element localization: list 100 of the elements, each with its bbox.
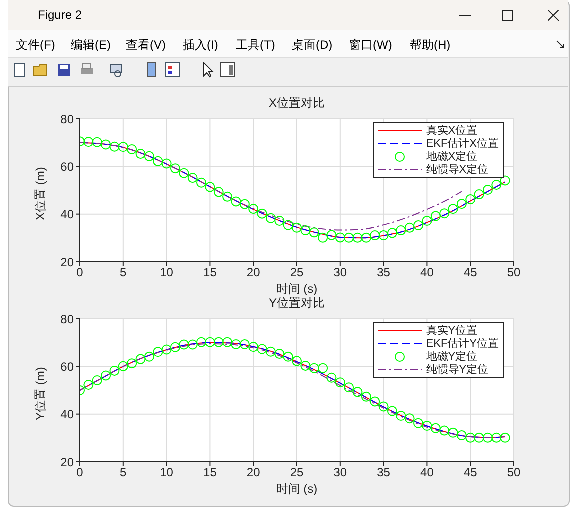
point — [492, 180, 502, 190]
point — [196, 337, 207, 348]
y-axis-title: X位置 (m) — [33, 167, 48, 220]
point — [274, 216, 285, 226]
point — [170, 164, 180, 174]
point — [110, 366, 120, 376]
x-tick-label: 0 — [76, 466, 84, 480]
text: 桌面(D) — [292, 37, 333, 54]
point — [257, 208, 268, 219]
point — [110, 142, 120, 152]
point — [188, 340, 198, 350]
point — [144, 352, 154, 362]
point — [387, 406, 398, 416]
point — [179, 168, 190, 178]
point — [248, 204, 259, 214]
point — [422, 421, 432, 432]
point — [378, 230, 389, 241]
point — [118, 361, 128, 372]
point — [474, 432, 484, 443]
x-tick-label: 10 — [160, 266, 174, 280]
x-tick-label: 45 — [464, 466, 478, 480]
point — [153, 347, 164, 358]
x-tick-label: 20 — [246, 266, 261, 280]
point — [153, 156, 164, 166]
point — [456, 430, 467, 441]
point — [162, 158, 172, 169]
x-tick-label: 15 — [204, 266, 218, 280]
point — [214, 187, 224, 198]
point — [205, 182, 216, 192]
x-tick-label: 0 — [76, 266, 84, 280]
point — [414, 418, 424, 428]
point — [248, 342, 259, 352]
point — [84, 380, 94, 390]
point — [266, 213, 276, 224]
point — [352, 232, 363, 243]
point — [118, 142, 128, 152]
point — [283, 220, 294, 230]
point — [101, 140, 112, 150]
legend-label: 地磁X定位 — [426, 150, 478, 164]
legend-label: 纯惯导Y定位 — [426, 362, 489, 377]
point — [414, 220, 424, 231]
legend-label: EKF估计X位置 — [426, 137, 499, 150]
point — [448, 204, 458, 214]
point — [361, 232, 372, 243]
point — [440, 426, 450, 436]
point — [318, 232, 328, 243]
x-tick-label: 15 — [204, 466, 218, 480]
point — [127, 358, 138, 369]
point — [500, 176, 510, 186]
point — [136, 149, 146, 160]
point — [292, 356, 302, 366]
point — [214, 337, 224, 348]
x-tick-label: 20 — [246, 466, 261, 480]
text: Figure 2 — [38, 8, 82, 22]
point — [222, 192, 233, 202]
point — [500, 432, 510, 443]
point — [127, 144, 138, 155]
y-tick-label: 40 — [60, 208, 74, 222]
text: 帮助(H) — [410, 37, 451, 54]
point — [318, 363, 328, 374]
point — [404, 222, 415, 233]
x-tick-label: 25 — [290, 466, 304, 480]
x-tick-label: 40 — [420, 466, 434, 480]
point — [240, 199, 250, 210]
point — [266, 346, 276, 357]
point — [101, 370, 112, 381]
point — [404, 414, 415, 424]
point — [352, 387, 363, 398]
point — [466, 194, 476, 205]
point — [466, 432, 476, 443]
point — [448, 428, 458, 438]
legend-label: 真实Y位置 — [426, 324, 478, 338]
x-axis-title: 时间 (s) — [276, 482, 318, 496]
point — [205, 337, 216, 348]
point — [396, 226, 406, 236]
point — [335, 378, 346, 388]
point — [196, 178, 207, 188]
x-tick-label: 50 — [507, 466, 521, 480]
point — [361, 392, 372, 402]
point — [422, 216, 432, 226]
y-tick-label: 60 — [60, 160, 74, 174]
x-tick-label: 30 — [334, 266, 348, 280]
point — [179, 340, 190, 350]
point — [482, 185, 493, 196]
point — [170, 342, 180, 352]
y-tick-label: 20 — [60, 255, 74, 270]
point — [231, 340, 242, 350]
chart-title: X位置对比 — [268, 95, 326, 112]
point — [231, 196, 242, 207]
point — [326, 230, 337, 240]
point — [92, 137, 102, 148]
point — [396, 411, 406, 421]
point — [378, 402, 389, 412]
y-tick-label: 40 — [60, 408, 74, 422]
point — [257, 344, 268, 354]
point — [300, 360, 311, 371]
point — [309, 363, 320, 374]
text: 查看(V) — [126, 37, 166, 54]
y-tick-label: 60 — [60, 360, 74, 374]
point — [162, 344, 172, 355]
